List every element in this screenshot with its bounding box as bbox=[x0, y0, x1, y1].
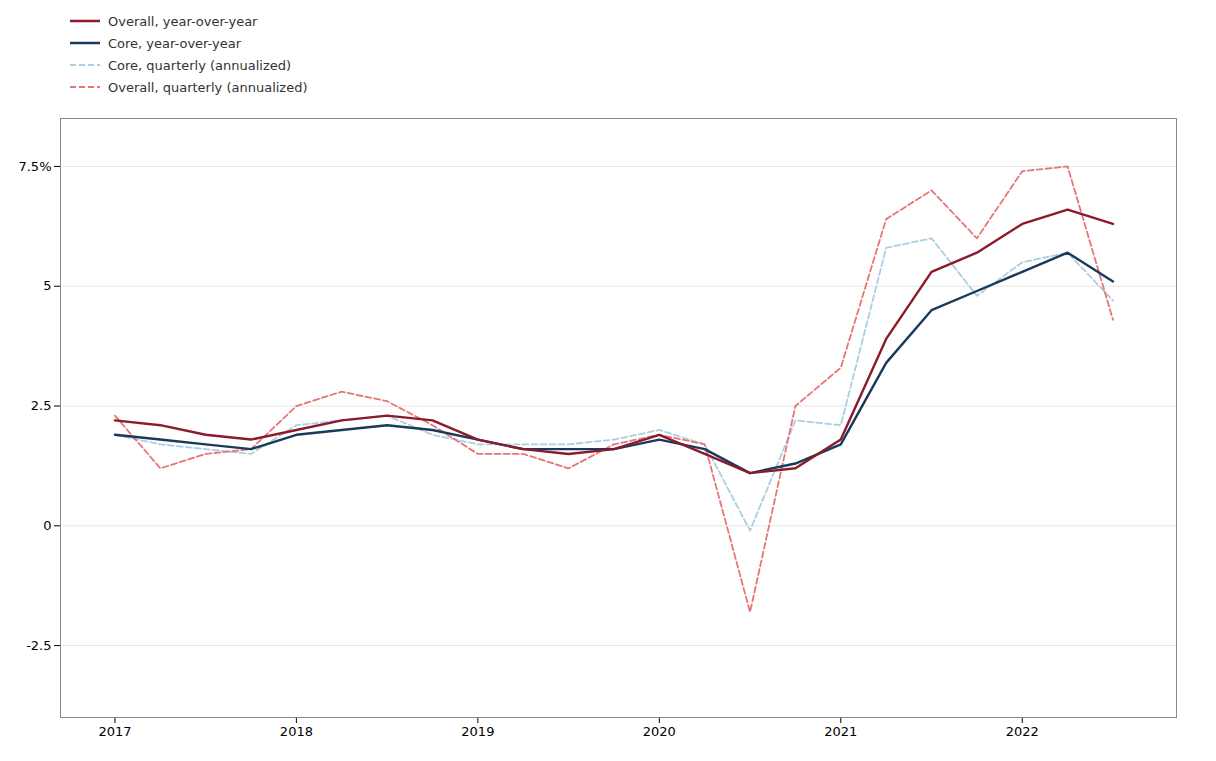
svg-text:2018: 2018 bbox=[280, 724, 313, 739]
svg-text:2022: 2022 bbox=[1006, 724, 1039, 739]
svg-text:2.5: 2.5 bbox=[31, 398, 52, 413]
svg-text:0: 0 bbox=[43, 518, 51, 533]
svg-text:5: 5 bbox=[43, 278, 51, 293]
html-text:Overall, quarterly (annualized: Overall, quarterly (annualized) bbox=[108, 79, 308, 95]
svg-text:2019: 2019 bbox=[461, 724, 494, 739]
html-text:Overall, year-over-year: Overall, year-over-year bbox=[108, 13, 258, 29]
svg-text:2017: 2017 bbox=[98, 724, 131, 739]
svg-text:2020: 2020 bbox=[643, 724, 676, 739]
svg-text:-2.5: -2.5 bbox=[26, 638, 51, 653]
html-text:Core, quarterly (annualized): Core, quarterly (annualized) bbox=[108, 57, 292, 73]
svg-text:7.5%: 7.5% bbox=[18, 159, 51, 174]
svg-text:2021: 2021 bbox=[824, 724, 857, 739]
html-text:Core, year-over-year: Core, year-over-year bbox=[108, 35, 242, 51]
